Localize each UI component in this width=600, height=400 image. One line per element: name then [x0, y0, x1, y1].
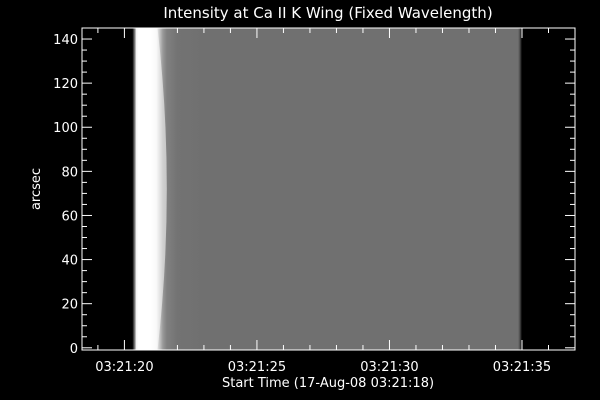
y-tick-label: 20 [61, 298, 78, 313]
y-tick-label: 40 [61, 254, 78, 269]
x-tick-label: 03:21:20 [95, 360, 153, 375]
y-tick-label: 60 [61, 209, 78, 224]
plot-frame [81, 27, 576, 351]
y-tick-label: 120 [53, 77, 78, 92]
y-tick-label: 80 [61, 165, 78, 180]
y-tick-labels: 0 20 40 60 80 100 120 140 [53, 33, 78, 357]
axis-ticks [82, 27, 576, 350]
y-tick-label: 100 [53, 121, 78, 136]
x-tick-label: 03:21:30 [360, 360, 418, 375]
x-tick-label: 03:21:25 [228, 360, 286, 375]
y-tick-label: 0 [70, 342, 78, 357]
limb-edge-curve [137, 28, 167, 350]
y-tick-label: 140 [53, 33, 78, 48]
chart-title: Intensity at Ca II K Wing (Fixed Wavelen… [163, 4, 492, 22]
x-tick-labels: 03:21:20 03:21:25 03:21:30 03:21:35 [95, 360, 551, 375]
x-tick-label: 03:21:35 [493, 360, 551, 375]
y-axis-label: arcsec [29, 168, 44, 210]
x-axis-label: Start Time (17-Aug-08 03:21:18) [222, 376, 434, 391]
